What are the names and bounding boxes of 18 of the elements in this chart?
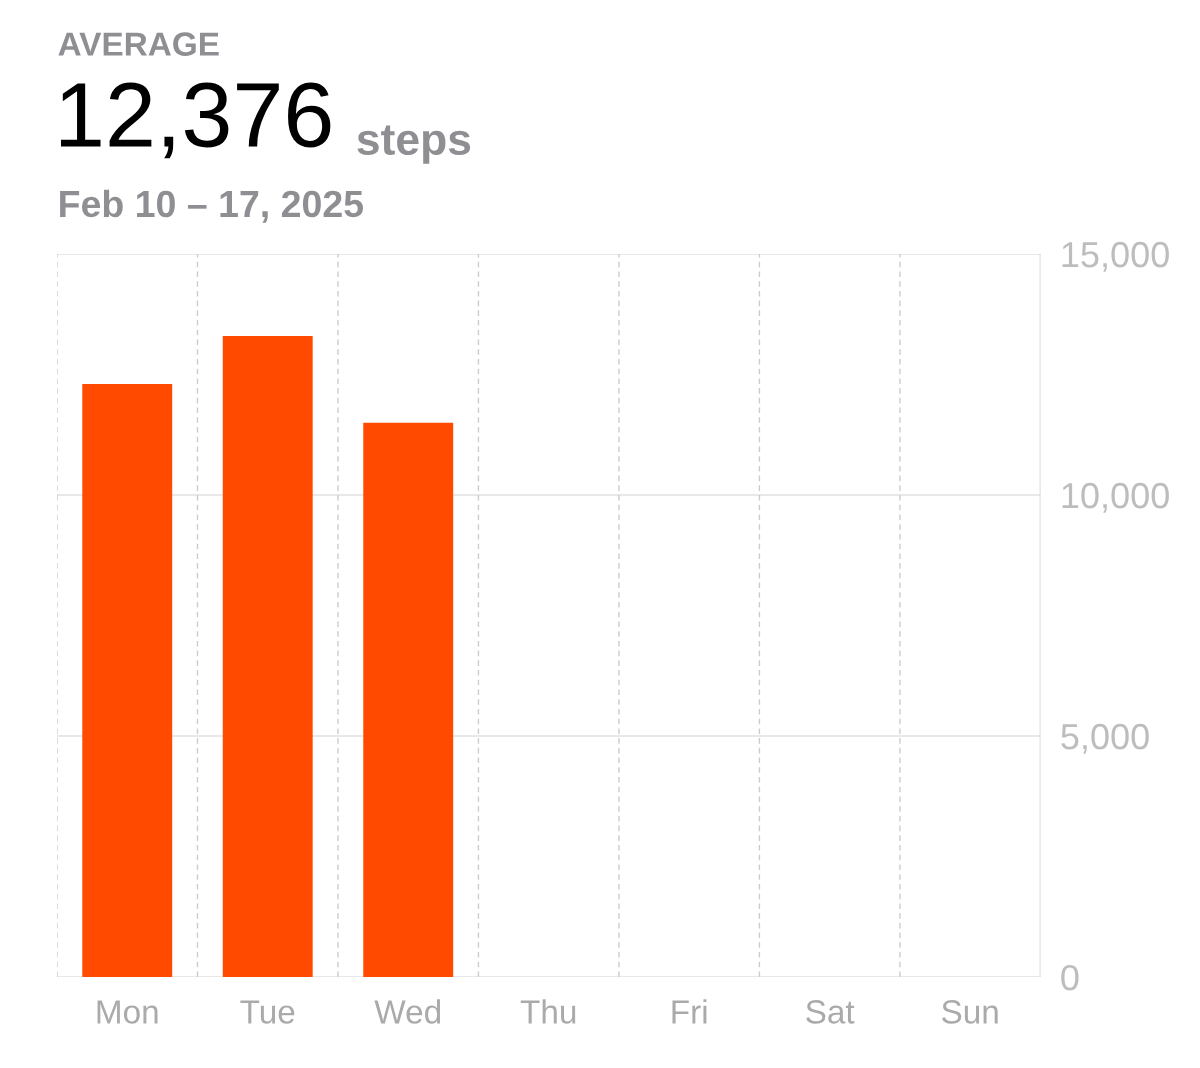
y-tick-label: 10,000 (1062, 482, 1169, 513)
x-tick-label: Sun (942, 1000, 998, 1024)
text: steps (357, 125, 471, 164)
bar (82, 384, 173, 978)
bar (363, 422, 454, 978)
x-tick-label: Tue (240, 1000, 295, 1024)
chart-subtitle: Feb 10 – 17, 2025 (60, 189, 364, 223)
x-tick-label: Mon (97, 1000, 158, 1024)
x-tick-label: Thu (520, 999, 576, 1024)
bar (222, 335, 313, 978)
y-tick-label: 5,000 (1061, 723, 1149, 754)
chart-title: AVERAGE (58, 32, 219, 56)
text: 12,376 (60, 82, 331, 159)
x-tick-label: Fri (672, 999, 707, 1024)
x-tick-label: Wed (374, 999, 441, 1024)
y-tick-label: 0 (1061, 964, 1079, 991)
x-tick-label: Sat (806, 1000, 855, 1024)
y-tick-label: 15,000 (1062, 241, 1169, 272)
